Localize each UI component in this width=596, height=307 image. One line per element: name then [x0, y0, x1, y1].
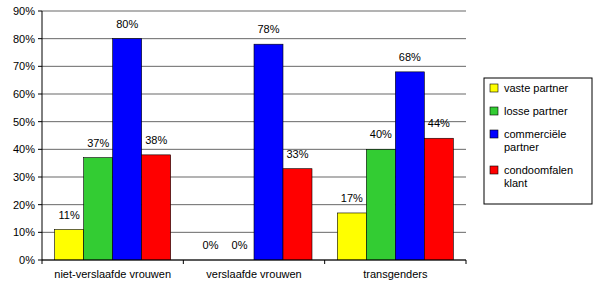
data-label: 78% [257, 23, 279, 35]
bar [55, 230, 84, 260]
legend-box [484, 78, 592, 204]
x-tick-mark [466, 260, 467, 264]
bar [254, 44, 283, 260]
tick-label: 20% [13, 199, 35, 211]
x-axis [42, 260, 466, 261]
tick-label: 40% [13, 143, 35, 155]
chart: 0% 10% 20% 30% 40% 50% 60% 70% 80% 90% 11% 0% 17% 37%… [0, 0, 596, 307]
data-label: 38% [145, 134, 167, 146]
tick-label: 30% [13, 171, 35, 183]
legend-swatch [490, 107, 498, 115]
data-label: 11% [59, 209, 80, 221]
grid-line [42, 260, 466, 261]
bars [55, 39, 454, 260]
bar [337, 213, 366, 260]
bar [366, 149, 395, 260]
grid [42, 11, 466, 260]
tick-mark [38, 121, 42, 122]
tick-mark [38, 232, 42, 233]
tick-label: 70% [13, 60, 35, 72]
tick-mark [38, 204, 42, 205]
bar [283, 169, 312, 260]
data-label: 33% [286, 148, 308, 160]
tick-mark [38, 66, 42, 67]
bar [84, 158, 113, 260]
data-label: 80% [116, 18, 138, 30]
tick-label: 80% [13, 33, 35, 45]
data-label: 40% [370, 128, 392, 140]
tick-mark [38, 11, 42, 12]
tick-mark [38, 94, 42, 95]
legend-label: vaste partner [504, 82, 569, 94]
data-labels: 11% 0% 17% 37% 0% 40% 80% 78% 68% 38% 33% 44% [59, 18, 450, 251]
legend-swatch [490, 84, 498, 92]
tick-label: 0% [19, 254, 35, 266]
y-axis [42, 11, 43, 260]
data-label: 0% [203, 239, 219, 251]
legend-swatch [490, 130, 498, 138]
bar [395, 72, 424, 260]
legend-label: condoomfalenklant [504, 164, 573, 189]
data-label: 0% [232, 239, 248, 251]
x-tick-mark [183, 260, 184, 264]
category-label: niet-verslaafde vrouwen [54, 268, 171, 280]
bar [113, 39, 142, 260]
x-tick-mark [324, 260, 325, 264]
tick-mark [38, 260, 42, 261]
tick-label: 60% [13, 88, 35, 100]
bar [424, 138, 453, 260]
legend-label: losse partner [504, 105, 568, 117]
tick-label: 50% [13, 116, 35, 128]
data-label: 44% [428, 117, 450, 129]
legend: vaste partner losse partner commerciëlepar… [484, 78, 592, 204]
category-label: verslaafde vrouwen [206, 268, 301, 280]
legend-label: commerciëlepartner [504, 128, 566, 153]
tick-label: 90% [13, 5, 35, 17]
category-label: transgenders [363, 268, 428, 280]
tick-mark [38, 177, 42, 178]
grid-line [42, 38, 466, 39]
data-label: 17% [341, 192, 363, 204]
data-label: 37% [87, 137, 109, 149]
grid-line [42, 11, 466, 12]
tick-mark [38, 149, 42, 150]
tick-label: 10% [13, 226, 35, 238]
tick-mark [38, 38, 42, 39]
data-label: 68% [399, 51, 421, 63]
bar [142, 155, 171, 260]
x-tick-mark [42, 260, 43, 264]
legend-swatch [490, 166, 498, 174]
